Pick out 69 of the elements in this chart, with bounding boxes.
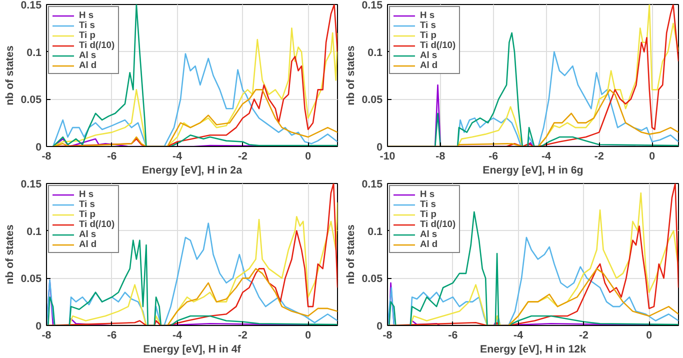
y-tick-label: 0 <box>36 320 42 332</box>
y-tick-label: 0.1 <box>26 226 42 238</box>
x-tick-label: -4 <box>541 150 552 162</box>
x-tick-label: 0 <box>305 330 312 342</box>
y-axis-title: nb of states <box>4 46 16 106</box>
y-tick-label: 0.05 <box>20 273 42 286</box>
y-tick-label: 0.15 <box>20 178 42 190</box>
x-tick-label: 0 <box>646 330 652 342</box>
legend-label: Ti d(/10) <box>79 219 115 229</box>
x-tick-label: 0 <box>649 150 656 162</box>
legend-label: Al s <box>79 229 98 239</box>
x-tick-label: -4 <box>172 330 182 342</box>
x-tick-label: -6 <box>107 330 117 342</box>
y-tick-label: 0.1 <box>368 226 383 238</box>
x-tick-label: 0 <box>305 150 312 162</box>
legend-label: Ti p <box>79 209 96 219</box>
legend-label: Ti p <box>79 30 96 40</box>
legend-label: Ti s <box>420 199 437 209</box>
x-axis-title: Energy [eV], H in 12k <box>480 344 586 356</box>
x-axis-title: Energy [eV], H in 6g <box>482 164 584 176</box>
legend-label: Ti d(/10) <box>420 219 456 229</box>
x-tick-label: -6 <box>448 330 458 342</box>
y-tick-label: 0.15 <box>362 178 383 190</box>
x-tick-label: -10 <box>380 150 396 162</box>
legend-label: Al s <box>420 50 438 60</box>
legend-label: Al d <box>79 239 98 249</box>
legend-label: Al d <box>79 60 98 70</box>
legend-label: H s <box>79 189 95 199</box>
legend-label: H s <box>79 10 95 20</box>
x-tick-label: -6 <box>488 150 498 162</box>
x-axis-title: Energy [eV], H in 2a <box>142 164 242 176</box>
y-tick-label: 0.15 <box>362 0 383 12</box>
legend-label: Ti p <box>420 209 438 219</box>
legend-label: Al s <box>79 50 98 60</box>
y-tick-label: 0 <box>36 142 42 154</box>
x-tick-label: -8 <box>382 330 392 342</box>
legend-label: Ti s <box>79 199 96 209</box>
legend-label: Ti s <box>79 20 96 30</box>
x-axis-title: Energy [eV], H in 4f <box>143 344 242 356</box>
y-tick-label: 0 <box>376 320 383 332</box>
legend-label: Al d <box>420 60 439 70</box>
y-tick-label: 0.1 <box>368 46 383 59</box>
x-tick-label: -8 <box>42 330 52 342</box>
x-tick-label: -6 <box>107 150 117 162</box>
legend-label: H s <box>420 10 436 20</box>
x-tick-label: -2 <box>594 150 604 162</box>
legend-label: Ti s <box>420 20 437 30</box>
y-tick-label: 0.05 <box>20 94 42 106</box>
x-tick-label: -2 <box>238 330 248 342</box>
x-tick-label: -2 <box>578 330 588 342</box>
legend-label: Ti p <box>420 30 438 40</box>
y-axis-title: nb of states <box>4 224 16 284</box>
x-tick-label: -8 <box>42 150 52 162</box>
legend-label: Al s <box>420 229 438 239</box>
y-tick-label: 0 <box>376 142 383 154</box>
y-tick-label: 0.05 <box>362 94 383 106</box>
x-tick-label: -8 <box>436 150 446 162</box>
y-axis-title: nb of states <box>344 224 357 284</box>
y-tick-label: 0.1 <box>26 46 42 59</box>
y-tick-label: 0.15 <box>20 0 42 12</box>
x-tick-label: -4 <box>172 150 182 162</box>
legend-label: Ti d(/10) <box>79 40 115 50</box>
y-tick-label: 0.05 <box>362 273 383 286</box>
x-tick-label: -4 <box>514 330 524 342</box>
legend-label: H s <box>420 189 436 199</box>
y-axis-title: nb of states <box>344 46 357 106</box>
legend-label: Al d <box>420 239 439 249</box>
x-tick-label: -2 <box>238 150 248 162</box>
legend-label: Ti d(/10) <box>420 40 456 50</box>
